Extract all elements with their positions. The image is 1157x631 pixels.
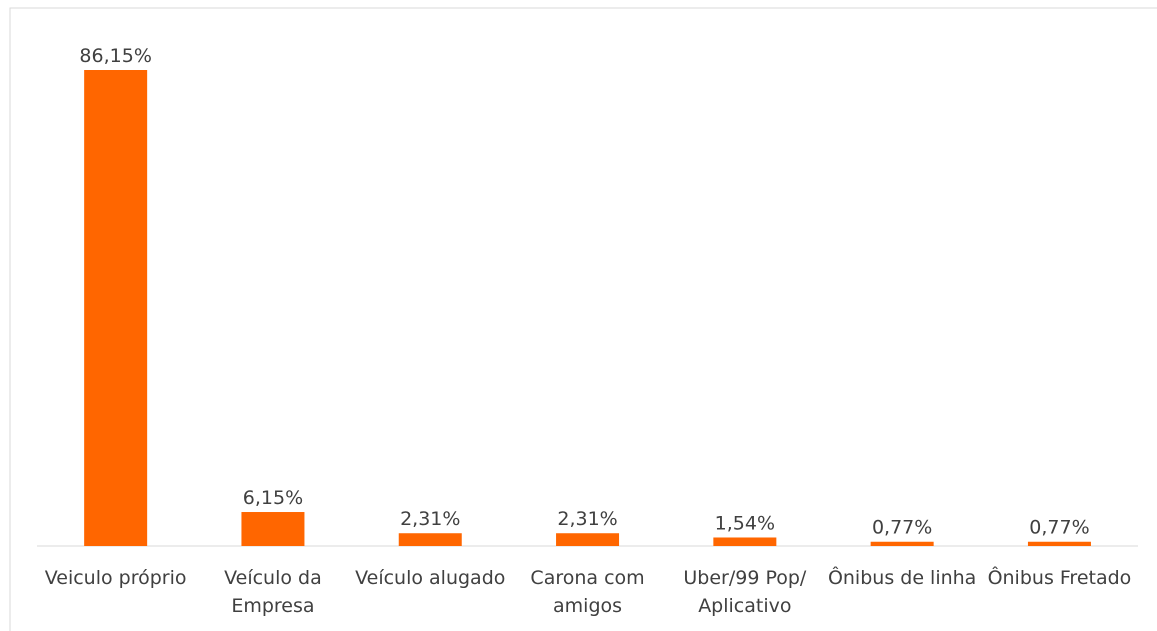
bar xyxy=(1027,541,1091,546)
x-tick-label: Veículo da Empresa xyxy=(224,567,322,617)
data-label: 86,15% xyxy=(79,45,151,67)
data-label: 0,77% xyxy=(1029,517,1089,539)
bar xyxy=(84,70,148,546)
x-tick-label: Ônibus Fretado xyxy=(987,567,1132,589)
x-tick-label: Veículo alugado xyxy=(355,567,506,589)
data-label: 1,54% xyxy=(715,512,775,534)
data-label: 6,15% xyxy=(243,487,303,509)
data-label: 0,77% xyxy=(872,517,932,539)
bar xyxy=(713,537,777,546)
bar xyxy=(556,533,620,546)
bar xyxy=(241,512,305,546)
x-tick-label: Uber/99 Pop/ Aplicativo xyxy=(683,567,807,617)
x-tick-label: Carona com amigos xyxy=(530,567,645,617)
data-label: 2,31% xyxy=(557,508,617,530)
data-label: 2,31% xyxy=(400,508,460,530)
bar xyxy=(870,541,934,546)
x-tick-label: Veiculo próprio xyxy=(44,567,187,589)
bar xyxy=(398,533,462,546)
x-tick-label: Ônibus de linha xyxy=(827,567,977,589)
chart-border xyxy=(9,7,1157,631)
